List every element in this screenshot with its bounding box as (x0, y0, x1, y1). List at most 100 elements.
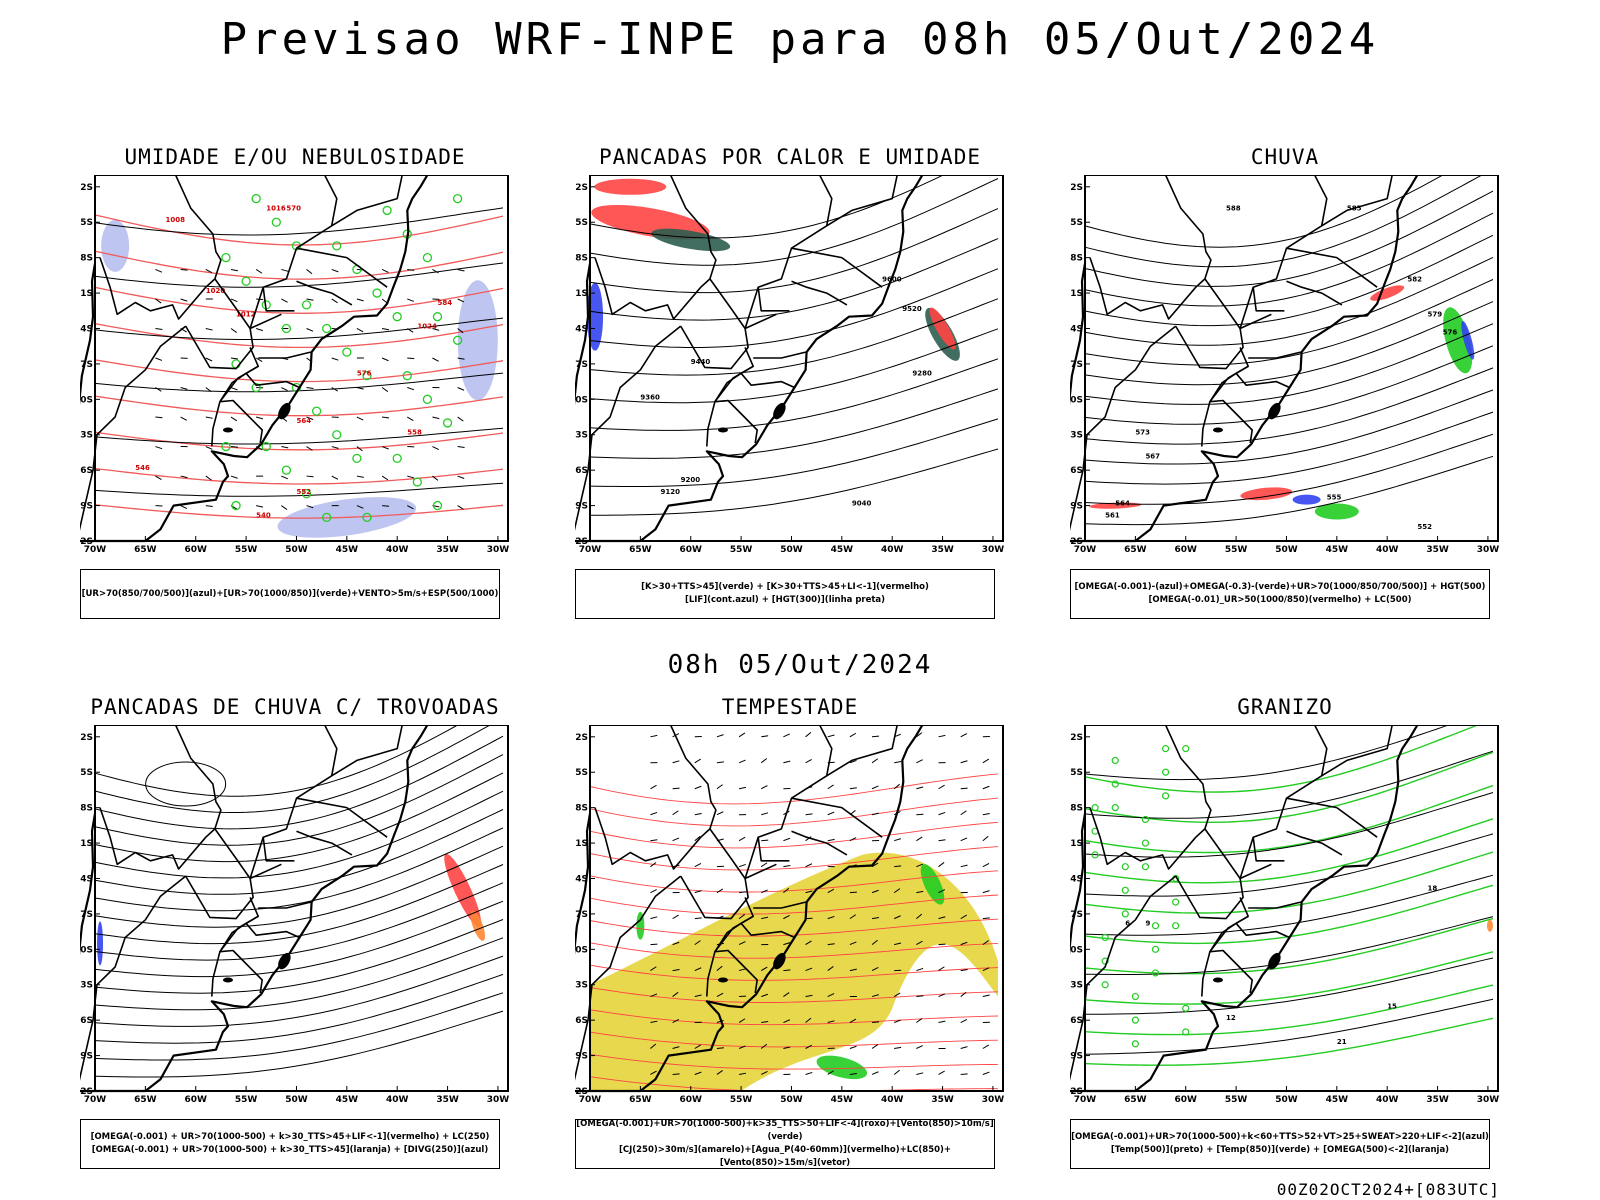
contour-label: 1016 (266, 204, 286, 212)
contour-label: 552 (1417, 523, 1432, 531)
contour-label: 558 (407, 429, 422, 437)
lc850-streamline (589, 964, 999, 981)
wind-vector (331, 268, 339, 273)
wind-vector (938, 862, 945, 868)
wind-vector (432, 446, 439, 451)
wind-vector (716, 811, 724, 816)
moisture-contour (251, 382, 261, 393)
lon-tick-label: 35W (1426, 545, 1449, 555)
thickness-contour (94, 214, 504, 246)
moisture-contour (342, 347, 352, 357)
moisture-contour (231, 500, 241, 511)
moisture-contour (452, 193, 463, 204)
lon-tick-label: 70W (1074, 1095, 1097, 1105)
lon-tick-label: 70W (84, 1095, 107, 1105)
hgt500-contour (1084, 279, 1494, 366)
border-line (99, 725, 222, 870)
wind-vector (356, 416, 364, 421)
wind-vector (650, 889, 657, 894)
contour-label: 6 (1125, 920, 1130, 928)
legend-line: [LIF](cont.azul) + [HGT(300)](linha pret… (684, 595, 886, 605)
border-line (99, 175, 222, 320)
wind-vector (407, 357, 415, 360)
coastline (80, 175, 429, 543)
wind-vector (281, 298, 288, 303)
border-line (1248, 351, 1301, 359)
wind-vector (849, 1045, 857, 1049)
lat-tick-label: 21S (575, 289, 588, 299)
border-line (258, 901, 311, 909)
wind-vector (738, 941, 746, 946)
border-line (1209, 915, 1249, 953)
border-line (1070, 875, 1177, 1081)
wind-vector (205, 327, 213, 331)
wind-vector (761, 1070, 768, 1075)
wind-vector (356, 387, 364, 390)
wind-vector (694, 917, 702, 920)
lc250-streamline (94, 992, 504, 1061)
lon-tick-label: 35W (931, 1095, 954, 1105)
contour-label: 573 (1135, 429, 1150, 437)
contour-label: 1020 (206, 287, 226, 295)
lon-tick-label: 60W (680, 545, 703, 555)
temp500-contour (1084, 725, 1451, 781)
contour-label: 564 (296, 417, 311, 425)
wind-vector (650, 966, 657, 971)
lat-tick-label: 30S (80, 395, 93, 405)
border-line (245, 372, 300, 389)
wind-vector (761, 889, 768, 894)
contour-label: 9280 (912, 370, 932, 378)
coastline (575, 175, 924, 543)
border-line (1252, 725, 1328, 862)
lon-tick-label: 45W (1326, 1095, 1349, 1105)
border-line (791, 830, 848, 856)
wind-vector (960, 864, 968, 868)
hgt500-contour (1084, 367, 1494, 445)
border-line (753, 351, 806, 359)
wind-vector (982, 917, 990, 920)
lat-tick-label: 21S (1070, 289, 1083, 299)
wind-vector (894, 942, 902, 946)
lat-tick-label: 42S (1070, 537, 1083, 547)
temp850-contour (1084, 851, 1494, 914)
lat-tick-label: 18S (80, 254, 93, 264)
lat-tick-label: 24S (575, 874, 588, 884)
legend-line: [OMEGA(-0.01)_UR>50(1000/850)(vermelho) … (1148, 595, 1412, 605)
lon-tick-label: 35W (436, 1095, 459, 1105)
wind-vector (407, 387, 415, 391)
lat-tick-label: 42S (1070, 1087, 1083, 1097)
lon-tick-label: 30W (982, 545, 1005, 555)
legend-heat-showers: [K>30+TTS>45](verde) + [K>30+TTS>45+LI<-… (575, 569, 995, 619)
border-line (1089, 725, 1212, 870)
wind-vector (205, 387, 212, 393)
wind-vector (827, 1020, 835, 1024)
temp850-contour (1084, 1017, 1494, 1066)
border-line (245, 922, 300, 939)
moisture-contour (452, 335, 463, 345)
wind-vector (738, 732, 746, 738)
wind-vector (716, 1070, 723, 1075)
wind-vector (457, 416, 464, 422)
moisture-contour (422, 394, 433, 404)
border-line (714, 365, 754, 403)
storm-red-area (444, 853, 482, 927)
lat-tick-label: 33S (1070, 431, 1083, 441)
hgt300-contour (589, 208, 999, 294)
map-storm: 12S 15S 18S 21S 24S 27S 30S 33S 36S 39S 42S70W 65W 6… (575, 725, 1004, 1105)
wind-vector (331, 298, 338, 304)
coastline (575, 725, 924, 1093)
wind-vector (331, 387, 339, 392)
lc250-streamline (94, 809, 504, 895)
lc250-streamline (94, 973, 504, 1044)
wind-vector (407, 268, 415, 271)
legend-storm: [OMEGA(-0.001)+UR>70(1000-500)+k>35_TTS>… (575, 1119, 995, 1169)
legend-line: [UR>70(850/700/500)](azul)+[UR>70(1000/8… (81, 588, 499, 599)
wind-vector (716, 1047, 724, 1049)
wind-vector (827, 1070, 834, 1075)
wind-vector (306, 269, 313, 275)
wind-vector (960, 914, 967, 920)
lon-tick-label: 35W (436, 545, 459, 555)
map-frame (94, 725, 509, 1092)
hgt300-contour (589, 388, 999, 459)
temp850-contour (1091, 851, 1099, 859)
